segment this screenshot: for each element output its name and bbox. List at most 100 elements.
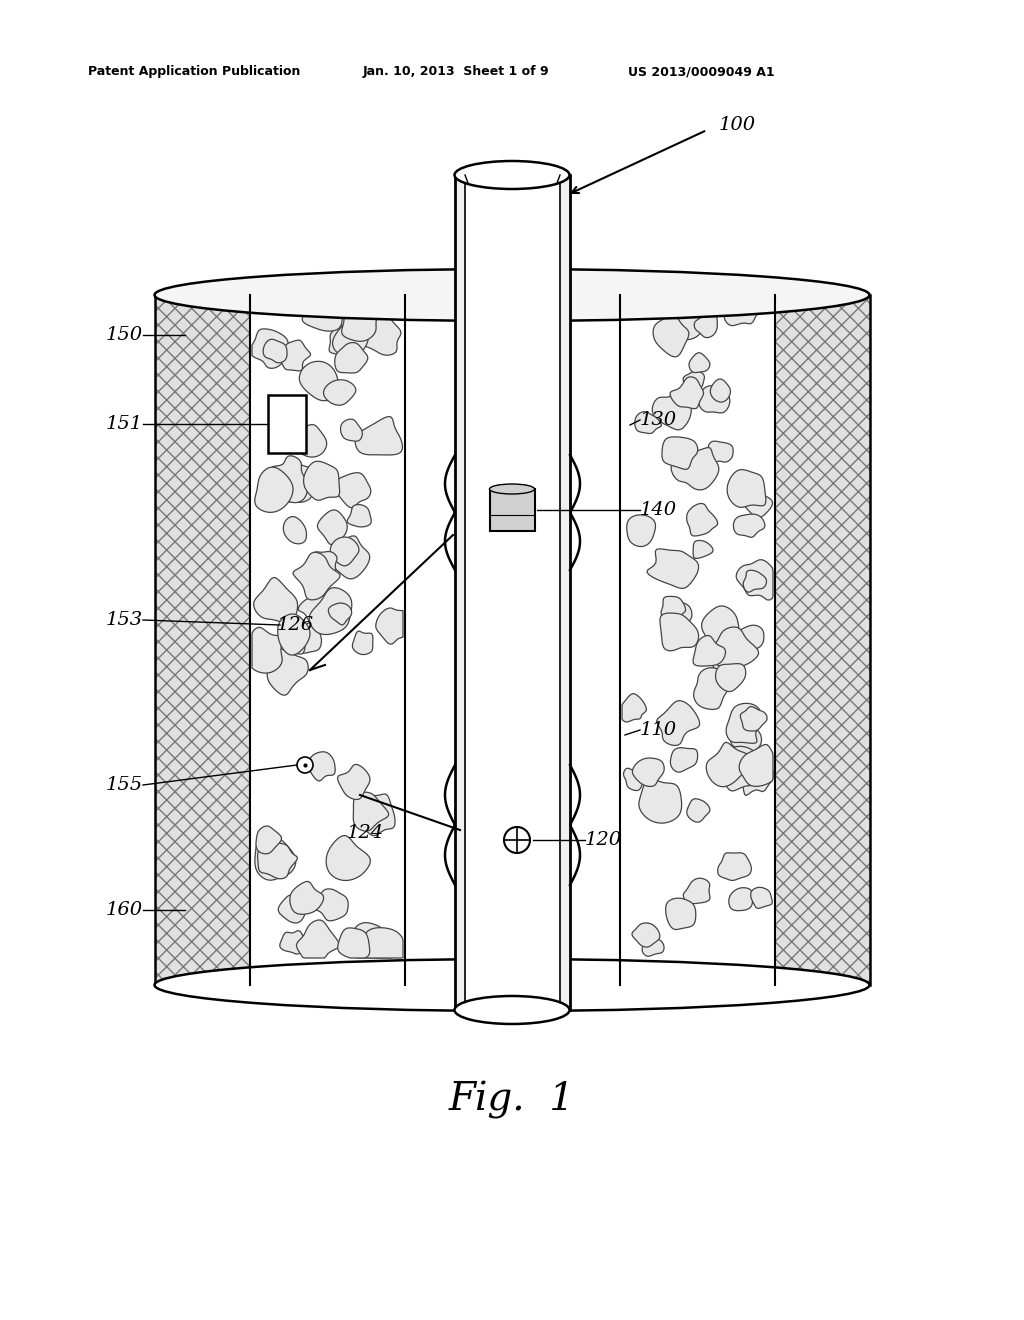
Polygon shape xyxy=(296,920,339,958)
Polygon shape xyxy=(329,326,366,358)
Polygon shape xyxy=(711,379,730,403)
Circle shape xyxy=(504,828,530,853)
Polygon shape xyxy=(624,768,643,791)
Polygon shape xyxy=(709,441,733,462)
Polygon shape xyxy=(341,420,362,441)
Polygon shape xyxy=(710,645,731,669)
Text: US 2013/0009049 A1: US 2013/0009049 A1 xyxy=(628,66,774,78)
Polygon shape xyxy=(751,887,772,908)
Polygon shape xyxy=(735,475,760,504)
Polygon shape xyxy=(352,631,373,655)
Polygon shape xyxy=(280,931,303,954)
Polygon shape xyxy=(299,362,338,401)
Polygon shape xyxy=(711,627,759,668)
Text: Patent Application Publication: Patent Application Publication xyxy=(88,66,300,78)
Polygon shape xyxy=(720,746,762,791)
Polygon shape xyxy=(293,425,327,457)
Polygon shape xyxy=(726,704,763,743)
Polygon shape xyxy=(736,560,773,601)
Text: Fig.  1: Fig. 1 xyxy=(449,1081,575,1119)
Polygon shape xyxy=(338,928,370,958)
Polygon shape xyxy=(347,504,372,527)
Polygon shape xyxy=(739,744,773,787)
Polygon shape xyxy=(355,417,402,455)
Polygon shape xyxy=(258,842,297,879)
Polygon shape xyxy=(346,923,388,958)
Polygon shape xyxy=(632,923,659,948)
Text: 126: 126 xyxy=(276,616,313,634)
Polygon shape xyxy=(707,742,751,787)
Polygon shape xyxy=(279,469,303,502)
Polygon shape xyxy=(335,343,368,374)
Polygon shape xyxy=(313,888,348,921)
Polygon shape xyxy=(308,752,335,781)
Polygon shape xyxy=(687,799,710,822)
Polygon shape xyxy=(693,668,728,709)
Polygon shape xyxy=(255,467,293,512)
Polygon shape xyxy=(303,461,340,500)
Polygon shape xyxy=(369,932,399,958)
Polygon shape xyxy=(733,513,765,537)
Polygon shape xyxy=(666,898,695,929)
Polygon shape xyxy=(279,895,308,923)
Polygon shape xyxy=(732,754,773,796)
Polygon shape xyxy=(353,792,388,832)
Polygon shape xyxy=(279,341,310,371)
Polygon shape xyxy=(364,928,403,958)
Text: 153: 153 xyxy=(105,611,143,630)
Bar xyxy=(620,294,775,985)
Polygon shape xyxy=(324,380,355,405)
Ellipse shape xyxy=(489,484,535,494)
Bar xyxy=(155,294,250,985)
Polygon shape xyxy=(639,779,682,824)
Polygon shape xyxy=(278,461,315,503)
Polygon shape xyxy=(716,664,745,692)
Polygon shape xyxy=(329,603,351,624)
Polygon shape xyxy=(743,492,772,517)
Ellipse shape xyxy=(155,269,869,321)
Text: 110: 110 xyxy=(640,721,677,739)
Polygon shape xyxy=(332,536,370,579)
Polygon shape xyxy=(671,447,719,490)
Polygon shape xyxy=(693,635,725,667)
Polygon shape xyxy=(743,570,767,593)
Polygon shape xyxy=(252,329,288,368)
Bar xyxy=(465,176,560,1010)
Bar xyxy=(490,488,535,531)
Polygon shape xyxy=(642,933,665,956)
Polygon shape xyxy=(718,853,752,880)
Polygon shape xyxy=(693,540,713,558)
Ellipse shape xyxy=(155,960,869,1011)
Polygon shape xyxy=(694,310,717,338)
Polygon shape xyxy=(740,706,767,731)
Polygon shape xyxy=(730,727,762,752)
Polygon shape xyxy=(336,473,371,508)
Text: 150: 150 xyxy=(105,326,143,345)
Bar xyxy=(406,294,620,985)
Polygon shape xyxy=(268,455,307,503)
Text: 100: 100 xyxy=(719,116,756,135)
Polygon shape xyxy=(662,597,686,622)
Circle shape xyxy=(297,756,313,774)
Polygon shape xyxy=(326,836,371,880)
Polygon shape xyxy=(687,503,718,536)
Polygon shape xyxy=(727,470,766,507)
Text: 120: 120 xyxy=(585,832,623,849)
Polygon shape xyxy=(282,630,306,655)
Polygon shape xyxy=(302,297,343,331)
Polygon shape xyxy=(622,694,646,722)
Text: Jan. 10, 2013  Sheet 1 of 9: Jan. 10, 2013 Sheet 1 of 9 xyxy=(362,66,550,78)
Bar xyxy=(250,294,406,985)
Polygon shape xyxy=(255,836,296,880)
Polygon shape xyxy=(647,549,698,589)
Polygon shape xyxy=(356,314,401,355)
Polygon shape xyxy=(738,626,764,649)
Polygon shape xyxy=(267,649,308,696)
Polygon shape xyxy=(635,412,662,433)
Polygon shape xyxy=(672,314,702,339)
Bar xyxy=(455,176,465,1010)
Text: 130: 130 xyxy=(640,411,677,429)
Polygon shape xyxy=(376,609,403,644)
Bar xyxy=(268,395,306,453)
Polygon shape xyxy=(278,614,310,655)
